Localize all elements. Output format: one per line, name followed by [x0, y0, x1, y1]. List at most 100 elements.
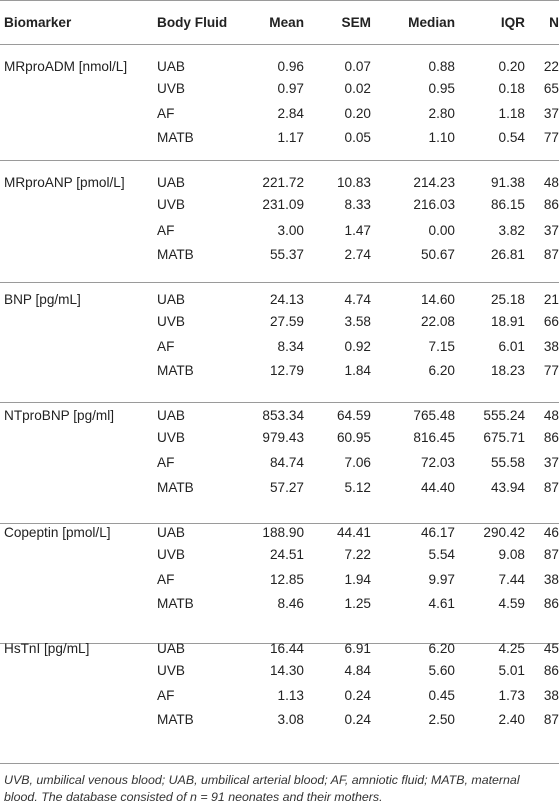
cell-mean: 853.34 — [262, 408, 304, 424]
cell-sem: 1.94 — [344, 571, 371, 587]
table-row: AF 8.34 0.92 7.15 6.01 38 — [0, 334, 559, 359]
table-row: BNP [pg/mL] UAB 24.13 4.74 14.60 25.18 21 — [0, 277, 559, 309]
cell-median: 7.15 — [428, 339, 455, 355]
cell-mean: 55.37 — [269, 246, 304, 262]
cell-median: 214.23 — [413, 175, 455, 191]
cell-sem: 0.92 — [344, 339, 371, 355]
cell-iqr: 43.94 — [490, 479, 525, 495]
cell-body-fluid: UAB — [157, 59, 185, 74]
table-row: AF 3.00 1.47 0.00 3.82 37 — [0, 218, 559, 243]
group-rule — [0, 402, 559, 403]
cell-iqr: 1.18 — [498, 106, 525, 122]
cell-n: 86 — [543, 662, 559, 678]
biomarker-table: Biomarker Body Fluid Mean SEM Median IQR… — [0, 14, 559, 742]
cell-sem: 44.41 — [336, 524, 371, 540]
cell-biomarker — [0, 192, 157, 217]
cell-mean: 24.51 — [269, 546, 304, 562]
cell-median: 50.67 — [420, 246, 455, 262]
cell-sem: 4.74 — [344, 291, 371, 307]
cell-mean: 14.30 — [269, 662, 304, 678]
cell-biomarker: MRproANP [pmol/L] — [4, 175, 125, 191]
cell-iqr: 675.71 — [483, 430, 525, 446]
cell-biomarker: MRproADM [nmol/L] — [4, 59, 128, 74]
cell-median: 0.95 — [428, 81, 455, 97]
cell-sem: 4.84 — [344, 662, 371, 678]
cell-n: 21 — [543, 291, 559, 307]
cell-body-fluid: AF — [157, 571, 175, 587]
cell-biomarker — [0, 708, 157, 742]
cell-biomarker — [0, 243, 157, 277]
cell-sem: 2.74 — [344, 246, 371, 262]
table-row: MATB 1.17 0.05 1.10 0.54 77 — [0, 126, 559, 160]
cell-sem: 0.07 — [344, 59, 371, 74]
group-rule — [0, 643, 559, 644]
cell-biomarker — [0, 450, 157, 475]
cell-median: 1.10 — [428, 130, 455, 146]
cell-body-fluid: UVB — [157, 197, 185, 213]
cell-mean: 57.27 — [269, 479, 304, 495]
cell-median: 2.80 — [428, 106, 455, 122]
cell-body-fluid: UVB — [157, 546, 185, 562]
cell-sem: 3.58 — [344, 313, 371, 329]
cell-biomarker — [0, 76, 157, 101]
cell-n: 86 — [543, 197, 559, 213]
cell-iqr: 18.23 — [490, 363, 525, 379]
bottom-rule — [0, 763, 559, 764]
cell-mean: 12.79 — [269, 363, 304, 379]
table-row: Copeptin [pmol/L] UAB 188.90 44.41 46.17 290.… — [0, 510, 559, 542]
cell-median: 216.03 — [413, 197, 455, 213]
cell-mean: 231.09 — [262, 197, 304, 213]
cell-mean: 979.43 — [262, 430, 304, 446]
cell-biomarker — [0, 476, 157, 510]
cell-sem: 64.59 — [336, 408, 371, 424]
cell-iqr: 91.38 — [490, 175, 525, 191]
cell-n: 37 — [543, 455, 559, 471]
cell-median: 6.20 — [428, 640, 455, 656]
cell-biomarker: BNP [pg/mL] — [4, 291, 81, 307]
cell-iqr: 9.08 — [498, 546, 525, 562]
cell-body-fluid: UAB — [157, 175, 185, 191]
cell-median: 2.50 — [428, 712, 455, 728]
cell-median: 816.45 — [413, 430, 455, 446]
table-row: MATB 57.27 5.12 44.40 43.94 87 — [0, 476, 559, 510]
cell-biomarker — [0, 359, 157, 393]
cell-iqr: 555.24 — [483, 408, 525, 424]
cell-sem: 1.84 — [344, 363, 371, 379]
cell-n: 22 — [543, 59, 559, 74]
header-body-fluid: Body Fluid — [157, 14, 228, 30]
cell-sem: 10.83 — [336, 175, 371, 191]
cell-biomarker — [0, 592, 157, 626]
cell-body-fluid: MATB — [157, 130, 194, 146]
table-row: AF 84.74 7.06 72.03 55.58 37 — [0, 450, 559, 475]
cell-body-fluid: AF — [157, 339, 175, 355]
cell-n: 38 — [543, 571, 559, 587]
cell-iqr: 25.18 — [490, 291, 525, 307]
cell-body-fluid: UAB — [157, 291, 185, 307]
cell-mean: 8.34 — [277, 339, 304, 355]
cell-biomarker — [0, 567, 157, 592]
cell-biomarker — [0, 683, 157, 708]
table-row: AF 12.85 1.94 9.97 7.44 38 — [0, 567, 559, 592]
cell-body-fluid: AF — [157, 455, 175, 471]
cell-iqr: 7.44 — [498, 571, 525, 587]
cell-median: 0.00 — [428, 222, 455, 238]
cell-biomarker: Copeptin [pmol/L] — [4, 524, 111, 540]
cell-sem: 0.24 — [344, 712, 371, 728]
cell-n: 37 — [543, 222, 559, 238]
cell-n: 87 — [543, 479, 559, 495]
cell-n: 77 — [543, 130, 559, 146]
cell-n: 46 — [543, 524, 559, 540]
table-row: UVB 24.51 7.22 5.54 9.08 87 — [0, 542, 559, 567]
table-row: UVB 979.43 60.95 816.45 675.71 86 — [0, 425, 559, 450]
cell-iqr: 4.25 — [498, 640, 525, 656]
cell-median: 22.08 — [420, 313, 455, 329]
table-row: MATB 12.79 1.84 6.20 18.23 77 — [0, 359, 559, 393]
table-row: MRproANP [pmol/L] UAB 221.72 10.83 214.23 91.… — [0, 160, 559, 192]
cell-mean: 16.44 — [269, 640, 304, 656]
header-rule — [0, 44, 559, 45]
header-mean: Mean — [269, 14, 304, 30]
table-body: MRproADM [nmol/L] UAB 0.96 0.07 0.88 0.20 22 UV… — [0, 44, 559, 742]
header-n: N — [549, 14, 559, 30]
table-footnote: UVB, umbilical venous blood; UAB, umbili… — [4, 773, 520, 804]
cell-body-fluid: AF — [157, 222, 175, 238]
